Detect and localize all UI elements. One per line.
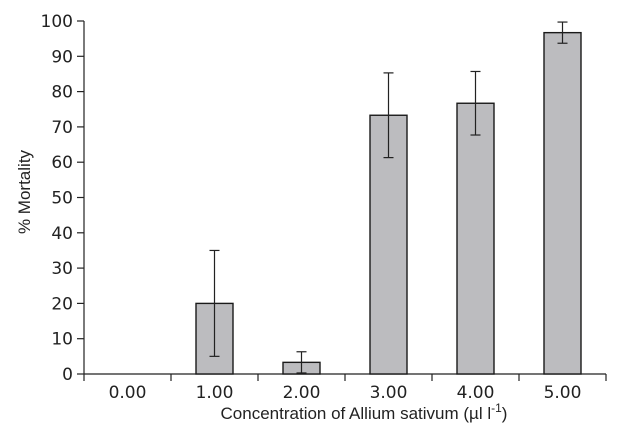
bar <box>369 114 408 375</box>
x-tick-label: 1.00 <box>196 383 234 403</box>
x-axis-title-superscript: -1 <box>491 401 502 415</box>
y-tick-label: 10 <box>51 330 73 350</box>
error-bars <box>209 21 568 374</box>
x-axis: 0.00 1.00 2.00 3.00 4.00 5.00 <box>83 373 607 403</box>
x-tick-label: 3.00 <box>370 383 408 403</box>
y-tick-label: 90 <box>51 47 73 67</box>
y-tick-label: 50 <box>51 189 73 209</box>
x-tick-label: 5.00 <box>544 383 582 403</box>
bar <box>456 102 495 375</box>
y-tick-label: 20 <box>51 294 73 314</box>
x-tick-label: 2.00 <box>283 383 321 403</box>
y-tick-label: 70 <box>51 118 73 138</box>
x-tick-label: 0.00 <box>109 383 147 403</box>
x-axis-title: Concentration of Allium sativum (µl l-1) <box>221 401 508 423</box>
y-tick-label: 100 <box>41 12 73 32</box>
y-axis: 0 10 20 30 40 50 60 70 80 90 100 <box>41 12 85 385</box>
y-tick-label: 40 <box>51 224 73 244</box>
x-axis-title-close: ) <box>502 404 508 423</box>
bar <box>543 31 582 375</box>
y-tick-label: 80 <box>51 83 73 103</box>
y-axis-title: % Mortality <box>15 149 34 234</box>
x-tick-label: 4.00 <box>457 383 495 403</box>
x-axis-title-main: Concentration of Allium sativum (µl l <box>221 404 492 423</box>
y-tick-label: 0 <box>62 365 73 385</box>
y-tick-label: 30 <box>51 259 73 279</box>
y-tick-label: 60 <box>51 153 73 173</box>
